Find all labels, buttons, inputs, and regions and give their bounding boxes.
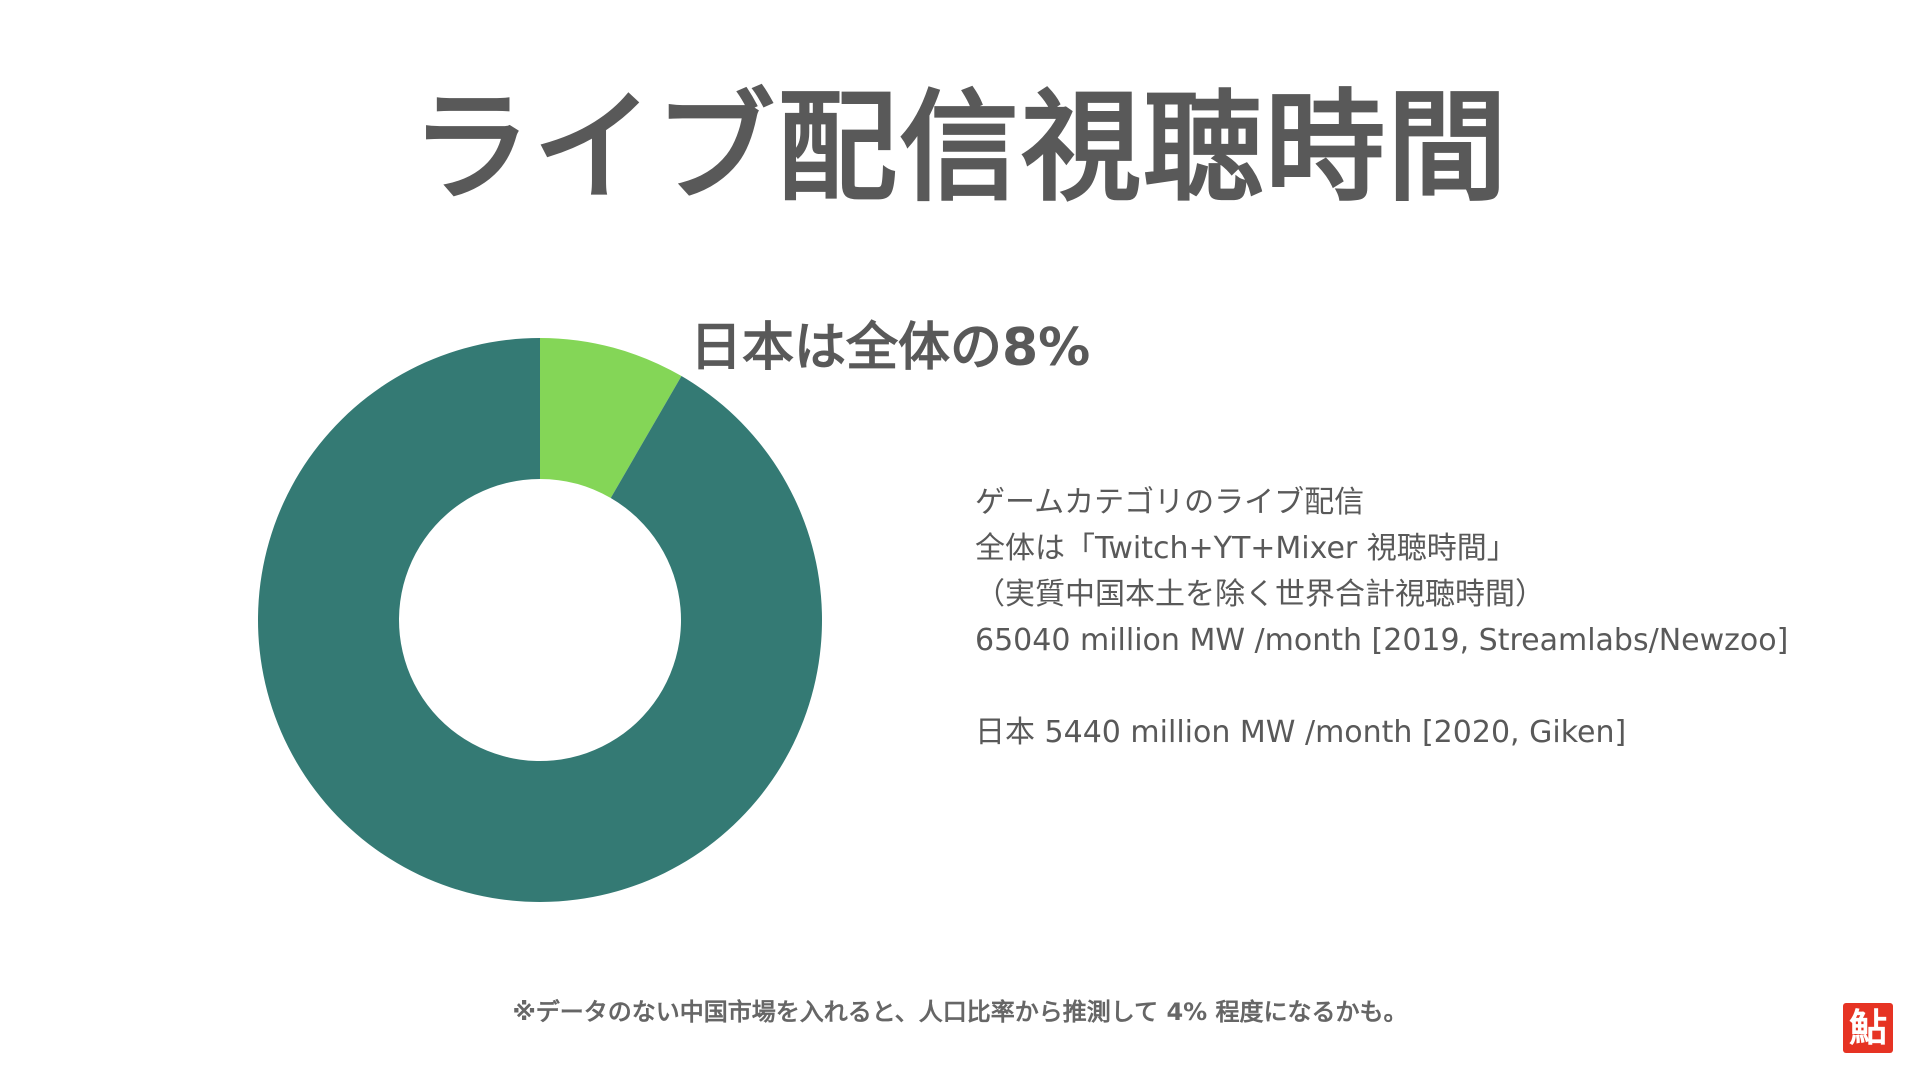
note-line-1: ゲームカテゴリのライブ配信 xyxy=(975,485,1365,520)
logo-icon: 鮎 xyxy=(1843,1003,1893,1053)
headline: 日本は全体の8% xyxy=(690,318,1091,378)
note-line-3: （実質中国本土を除く世界合計視聴時間） xyxy=(975,577,1545,612)
note-line-2: 全体は「Twitch+YT+Mixer 視聴時間」 xyxy=(975,531,1517,566)
donut-slice-1 xyxy=(540,338,682,499)
donut-chart xyxy=(240,320,840,920)
note-line-4: 65040 million MW /month [2019, Streamlab… xyxy=(975,623,1789,658)
note-spacer xyxy=(975,664,1788,710)
note-line-6: 日本 5440 million MW /month [2020, Giken] xyxy=(975,715,1627,750)
footnote: ※データのない中国市場を入れると、人口比率から推測して 4% 程度になるかも。 xyxy=(512,998,1408,1026)
slide-title: ライブ配信視聴時間 xyxy=(411,79,1509,218)
donut-slice-2 xyxy=(258,338,822,902)
notes-block: ゲームカテゴリのライブ配信 全体は「Twitch+YT+Mixer 視聴時間」 … xyxy=(975,480,1788,756)
donut-chart-svg xyxy=(258,338,822,902)
